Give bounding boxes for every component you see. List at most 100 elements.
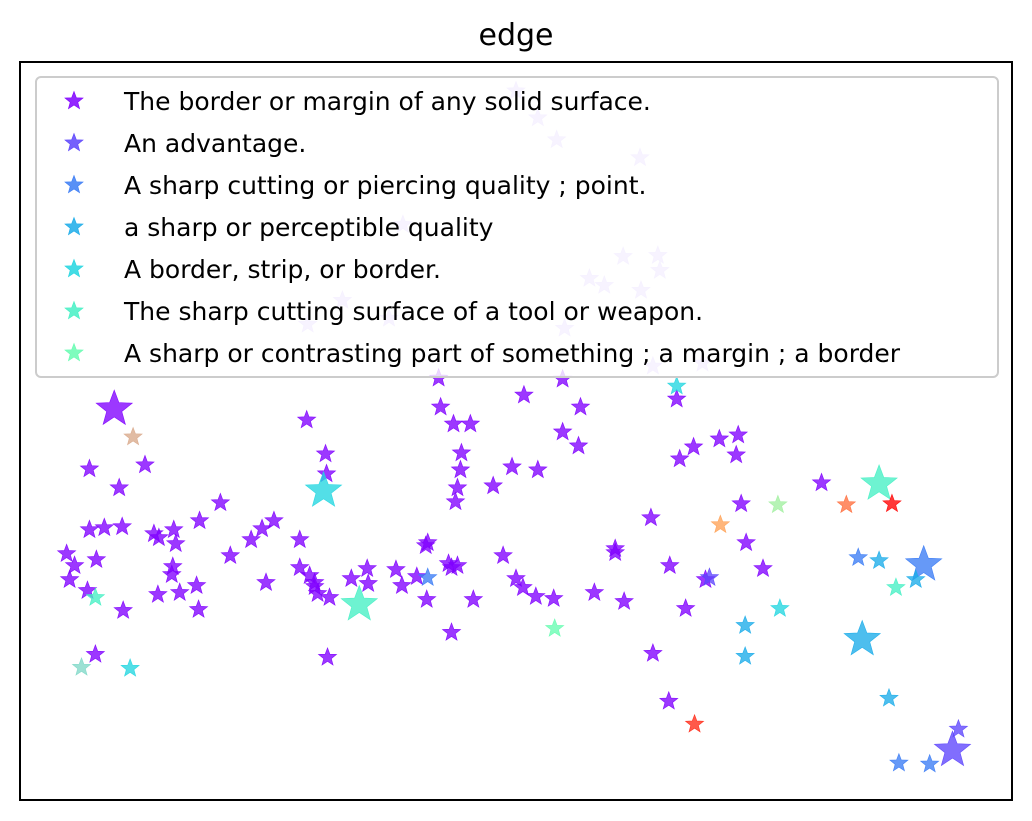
data-point	[675, 598, 696, 617]
data-point	[445, 491, 466, 511]
legend-label: a sharp or perceptible quality	[124, 213, 494, 242]
data-point	[358, 573, 379, 592]
data-point	[443, 413, 464, 433]
data-point	[659, 555, 680, 575]
data-point	[735, 646, 756, 665]
data-point	[710, 514, 731, 534]
data-point	[79, 519, 100, 539]
data-point	[513, 577, 533, 596]
legend-label: A border, strip, or border.	[124, 255, 441, 284]
data-point	[728, 424, 749, 444]
data-point	[357, 558, 378, 578]
data-point	[85, 644, 106, 663]
data-point	[86, 549, 107, 569]
data-point	[709, 428, 730, 448]
data-point	[135, 454, 155, 474]
data-point	[684, 713, 705, 733]
data-point	[256, 572, 276, 591]
data-point	[726, 444, 747, 464]
data-point	[483, 475, 504, 495]
data-point	[71, 657, 92, 676]
data-point	[386, 559, 406, 579]
data-point	[731, 493, 752, 513]
data-point	[843, 619, 882, 656]
data-point	[64, 555, 85, 575]
data-point	[860, 464, 898, 500]
data-point	[123, 426, 143, 446]
series-8	[710, 514, 731, 534]
data-point	[112, 516, 133, 536]
data-point	[113, 600, 134, 619]
legend-marker	[64, 342, 84, 362]
chart-title: edge	[479, 18, 554, 53]
data-point	[304, 572, 325, 591]
data-point	[506, 568, 526, 587]
series-10	[684, 713, 705, 733]
data-point	[770, 598, 790, 617]
legend-marker	[64, 300, 84, 320]
series-4	[120, 375, 790, 677]
legend-label: A sharp or contrasting part of something…	[124, 339, 901, 368]
data-point	[552, 421, 573, 441]
data-point	[392, 575, 412, 594]
data-point	[289, 529, 310, 549]
data-point	[848, 547, 869, 567]
series-2	[417, 544, 943, 773]
data-point	[79, 458, 100, 478]
data-point	[317, 647, 338, 666]
data-point	[544, 618, 565, 637]
data-point	[109, 477, 130, 497]
series-1	[699, 567, 972, 767]
data-point	[220, 545, 241, 565]
data-point	[340, 584, 379, 621]
data-point	[879, 687, 899, 707]
data-point	[753, 558, 773, 578]
legend-marker	[64, 174, 84, 194]
data-point	[450, 459, 471, 479]
data-point	[95, 389, 134, 426]
data-point	[669, 448, 690, 468]
data-point	[441, 622, 462, 641]
data-point	[948, 718, 969, 738]
data-point	[527, 459, 548, 479]
data-point	[836, 494, 857, 514]
data-point	[85, 587, 106, 606]
data-point	[570, 396, 591, 416]
data-point	[149, 527, 169, 547]
data-point	[307, 583, 328, 602]
data-point	[568, 435, 589, 455]
data-point	[416, 589, 437, 608]
data-point	[736, 532, 756, 552]
data-point	[210, 492, 231, 512]
data-point	[415, 535, 436, 555]
data-point	[296, 409, 317, 429]
data-point	[735, 615, 756, 634]
series-9	[836, 494, 857, 514]
legend-label: An advantage.	[124, 129, 306, 158]
legend: The border or margin of any solid surfac…	[35, 76, 999, 378]
data-point	[869, 550, 889, 570]
data-point	[584, 582, 605, 601]
series-11	[882, 493, 902, 513]
data-point	[514, 384, 534, 404]
plot-frame	[19, 61, 1013, 801]
series-6	[544, 618, 565, 637]
data-point	[319, 587, 340, 606]
data-point	[161, 564, 182, 583]
data-point	[614, 591, 634, 610]
legend-box	[35, 76, 999, 378]
data-point	[666, 388, 687, 408]
data-point	[417, 567, 438, 586]
data-point	[658, 690, 679, 710]
data-point	[315, 443, 336, 463]
data-point	[666, 375, 687, 395]
series-3	[735, 550, 926, 707]
series-13	[71, 657, 92, 676]
data-point	[341, 568, 362, 587]
data-point	[59, 569, 80, 588]
data-point	[889, 752, 909, 772]
legend-label: The border or margin of any solid surfac…	[123, 87, 651, 116]
data-point	[525, 586, 546, 605]
data-point	[316, 463, 337, 483]
